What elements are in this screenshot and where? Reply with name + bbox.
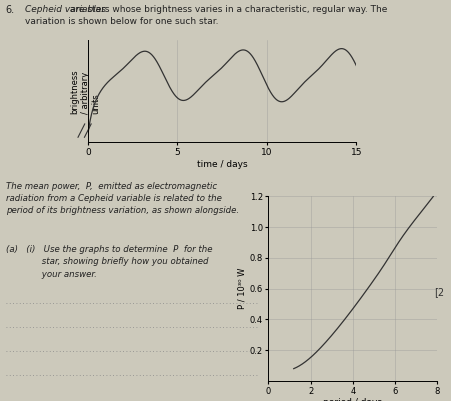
Text: 6.: 6.	[6, 5, 15, 15]
Text: variation is shown below for one such star.: variation is shown below for one such st…	[25, 17, 218, 26]
Y-axis label: brightness
/ arbitrary
units: brightness / arbitrary units	[70, 69, 100, 113]
Text: are stars whose brightness varies in a characteristic, regular way. The: are stars whose brightness varies in a c…	[67, 5, 387, 14]
Text: Cepheid variables: Cepheid variables	[25, 5, 106, 14]
Text: The mean power,  P,  emitted as electromagnetic
radiation from a Cepheid variabl: The mean power, P, emitted as electromag…	[6, 182, 239, 215]
Text: (a)   (i)   Use the graphs to determine  P  for the
             star, showing b: (a) (i) Use the graphs to determine P fo…	[6, 245, 212, 279]
Text: [2: [2	[434, 287, 444, 297]
X-axis label: time / days: time / days	[197, 160, 248, 169]
X-axis label: period / days: period / days	[323, 398, 382, 401]
Y-axis label: P / 10³⁰ W: P / 10³⁰ W	[238, 268, 247, 310]
